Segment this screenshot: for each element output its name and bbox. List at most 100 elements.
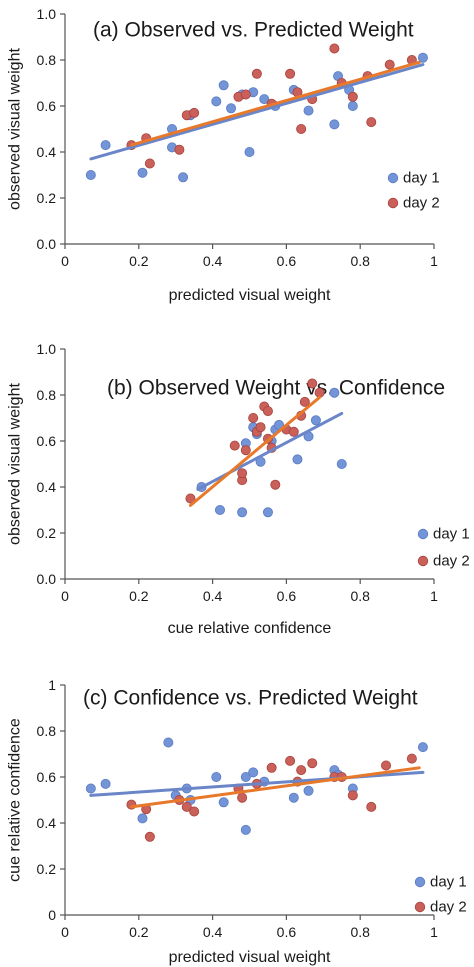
data-point-day2: [240, 89, 251, 100]
data-point-day1: [329, 387, 340, 398]
x-axis-label: predicted visual weight: [169, 949, 331, 966]
y-tick-label: 0.6: [37, 433, 57, 449]
data-point-day2: [248, 412, 259, 423]
x-tick-label: 1: [430, 588, 438, 604]
chart-title: (b) Observed Weight vs. Confidence: [107, 376, 445, 399]
data-point-day2: [329, 43, 340, 54]
x-tick-label: 0.2: [129, 253, 149, 269]
data-point-day2: [307, 758, 318, 769]
data-point-day2: [144, 831, 155, 842]
data-point-day1: [218, 80, 229, 91]
data-point-day2: [266, 762, 277, 773]
data-point-day2: [366, 117, 377, 128]
data-point-day1: [211, 772, 222, 783]
data-point-day2: [189, 107, 200, 118]
data-point-day1: [417, 52, 428, 63]
data-point-day1: [218, 797, 229, 808]
y-tick-label: 0.2: [37, 861, 57, 877]
data-point-day2: [406, 753, 417, 764]
x-axis-label: predicted visual weight: [169, 287, 331, 304]
data-point-day1: [240, 772, 251, 783]
x-tick-label: 0.8: [350, 588, 370, 604]
y-tick-label: 0.0: [37, 236, 57, 252]
x-tick-label: 0.6: [277, 924, 297, 940]
data-point-day1: [292, 454, 303, 465]
y-axis-label: observed visual weight: [7, 383, 24, 545]
data-point-day2: [237, 792, 248, 803]
data-point-day1: [137, 813, 148, 824]
x-tick-label: 0.4: [203, 588, 223, 604]
data-point-day1: [347, 101, 358, 112]
data-point-day1: [262, 507, 273, 518]
y-tick-label: 0.8: [37, 387, 57, 403]
chart-title: (c) Confidence vs. Predicted Weight: [83, 686, 418, 709]
legend-marker-day2: [417, 555, 429, 567]
x-tick-label: 0.8: [350, 924, 370, 940]
x-tick-label: 0.2: [129, 588, 149, 604]
data-point-day1: [178, 172, 189, 183]
data-point-day1: [85, 783, 96, 794]
chart-title: (a) Observed vs. Predicted Weight: [93, 18, 414, 41]
legend-marker-day1: [414, 876, 426, 888]
data-point-day2: [296, 124, 307, 135]
chart-panel-1: (a) Observed vs. Predicted Weight 0.0 0.2 0…: [7, 6, 440, 304]
y-tick-label: 1: [48, 677, 56, 693]
y-tick-label: 0: [48, 907, 56, 923]
legend-label: day 2: [403, 195, 440, 212]
data-point-day1: [214, 504, 225, 515]
trend-line-day1: [196, 411, 344, 491]
data-point-day2: [299, 396, 310, 407]
x-axis-label: cue relative confidence: [168, 620, 332, 637]
legend-label: day 2: [433, 553, 470, 570]
legend-marker-day1: [417, 528, 429, 540]
data-point-day1: [100, 140, 111, 151]
x-tick-label: 1: [430, 253, 438, 269]
trend-line-day2: [129, 60, 421, 147]
data-point-day2: [229, 440, 240, 451]
legend-label: day 1: [430, 874, 467, 891]
data-point-day1: [100, 778, 111, 789]
x-tick-label: 0: [61, 253, 69, 269]
data-point-day1: [237, 507, 248, 518]
x-tick-label: 0: [61, 588, 69, 604]
trend-line-day2: [129, 766, 421, 809]
chart-panel-3: (c) Confidence vs. Predicted Weight 0 0.2 0…: [7, 677, 467, 966]
data-point-day2: [144, 158, 155, 169]
y-tick-label: 0.2: [37, 190, 57, 206]
x-tick-label: 0: [61, 924, 69, 940]
data-point-day2: [366, 801, 377, 812]
y-tick-label: 1.0: [37, 6, 57, 22]
data-point-day2: [255, 422, 266, 433]
legend-label: day 1: [403, 170, 440, 187]
data-point-day1: [240, 824, 251, 835]
data-point-day1: [336, 458, 347, 469]
data-point-day2: [288, 426, 299, 437]
legend-label: day 2: [430, 899, 467, 916]
legend-marker-day2: [387, 197, 399, 209]
data-point-day2: [347, 790, 358, 801]
data-point-day1: [211, 96, 222, 107]
trend-line-day1: [89, 770, 425, 797]
data-point-day1: [303, 785, 314, 796]
y-tick-label: 0.2: [37, 525, 57, 541]
y-tick-label: 0.6: [37, 769, 57, 785]
data-point-day2: [237, 468, 248, 479]
y-tick-label: 0.8: [37, 52, 57, 68]
x-tick-label: 0.6: [277, 253, 297, 269]
data-point-day1: [163, 737, 174, 748]
x-tick-label: 1: [430, 924, 438, 940]
data-point-day1: [259, 94, 270, 105]
data-point-day2: [240, 445, 251, 456]
data-point-day1: [303, 105, 314, 116]
data-point-day1: [226, 103, 237, 114]
data-point-day2: [347, 91, 358, 102]
y-tick-label: 0.4: [37, 815, 57, 831]
x-tick-label: 0.2: [129, 924, 149, 940]
y-tick-label: 0.4: [37, 144, 57, 160]
y-tick-label: 0.0: [37, 571, 57, 587]
trend-line-day1: [89, 63, 425, 161]
data-point-day2: [296, 765, 307, 776]
y-tick-label: 1.0: [37, 341, 57, 357]
legend-marker-day1: [387, 172, 399, 184]
